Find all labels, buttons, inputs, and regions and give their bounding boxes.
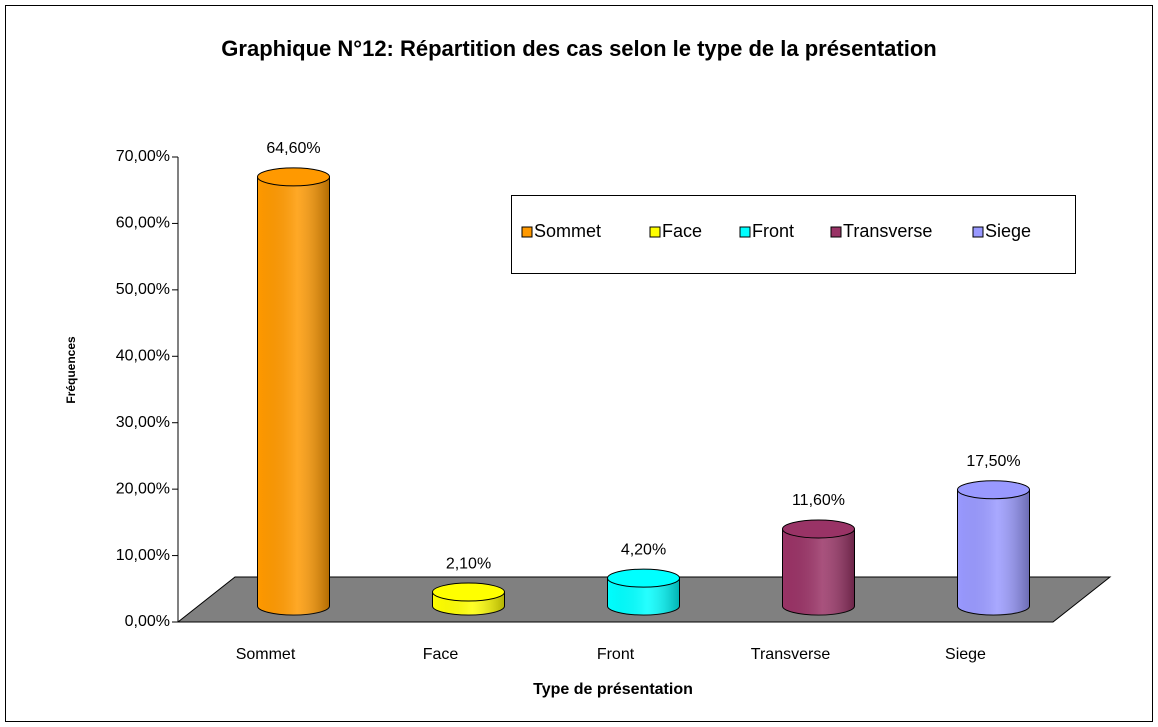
bar-shade: [607, 578, 680, 615]
x-tick-label: Face: [423, 646, 459, 663]
y-tick-label: 20,00%: [116, 480, 170, 497]
x-tick-label: Sommet: [236, 646, 296, 663]
x-tick-label: Siege: [945, 646, 986, 663]
legend-label: Siege: [985, 221, 1031, 241]
bar-top: [607, 568, 680, 588]
y-axis-title: Fréquences: [64, 336, 78, 404]
bar: [257, 167, 330, 616]
legend-label: Front: [752, 221, 794, 241]
legend-label: Sommet: [534, 221, 601, 241]
legend-swatch: [649, 226, 661, 238]
bar-top: [782, 519, 855, 539]
bar-shade: [957, 489, 1030, 615]
bar-top: [957, 480, 1030, 500]
y-tick-label: 50,00%: [116, 281, 170, 298]
y-tick-label: 70,00%: [116, 148, 170, 165]
x-tick-label: Transverse: [751, 646, 831, 663]
bar-shade: [257, 176, 330, 615]
bar: [432, 582, 505, 616]
bar-top: [257, 167, 330, 187]
bar-shade: [782, 528, 855, 615]
legend-label: Face: [662, 221, 702, 241]
legend-label: Transverse: [843, 221, 932, 241]
data-label: 2,10%: [446, 555, 491, 572]
y-tick-label: 0,00%: [125, 613, 170, 630]
bar: [957, 480, 1030, 616]
legend-swatch: [830, 226, 842, 238]
bar: [782, 519, 855, 616]
data-label: 4,20%: [621, 541, 666, 558]
x-tick-label: Front: [597, 646, 635, 663]
data-label: 64,60%: [266, 140, 320, 157]
legend-swatch: [739, 226, 751, 238]
legend-swatch: [521, 226, 533, 238]
x-axis-title: Type de présentation: [533, 681, 693, 698]
bar-top: [432, 582, 505, 602]
data-label: 11,60%: [792, 492, 845, 509]
y-tick-label: 10,00%: [116, 547, 170, 564]
chart-title: Graphique N°12: Répartition des cas selo…: [221, 36, 936, 61]
y-tick-label: 60,00%: [116, 215, 170, 232]
bar: [607, 568, 680, 616]
y-tick-label: 30,00%: [116, 414, 170, 431]
data-label: 17,50%: [966, 453, 1020, 470]
y-tick-label: 40,00%: [116, 348, 170, 365]
legend-swatch: [972, 226, 984, 238]
